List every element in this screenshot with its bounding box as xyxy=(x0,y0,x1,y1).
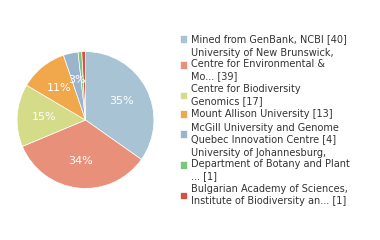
Wedge shape xyxy=(63,52,86,120)
Text: 34%: 34% xyxy=(69,156,93,166)
Text: 35%: 35% xyxy=(109,96,134,106)
Wedge shape xyxy=(17,85,85,146)
Text: 15%: 15% xyxy=(32,112,57,122)
Text: 3%: 3% xyxy=(68,75,86,85)
Wedge shape xyxy=(27,55,86,120)
Text: 11%: 11% xyxy=(47,83,72,93)
Wedge shape xyxy=(22,120,141,188)
Wedge shape xyxy=(86,52,154,159)
Legend: Mined from GenBank, NCBI [40], University of New Brunswick,
Centre for Environme: Mined from GenBank, NCBI [40], Universit… xyxy=(180,34,350,206)
Wedge shape xyxy=(78,52,86,120)
Wedge shape xyxy=(82,52,86,120)
